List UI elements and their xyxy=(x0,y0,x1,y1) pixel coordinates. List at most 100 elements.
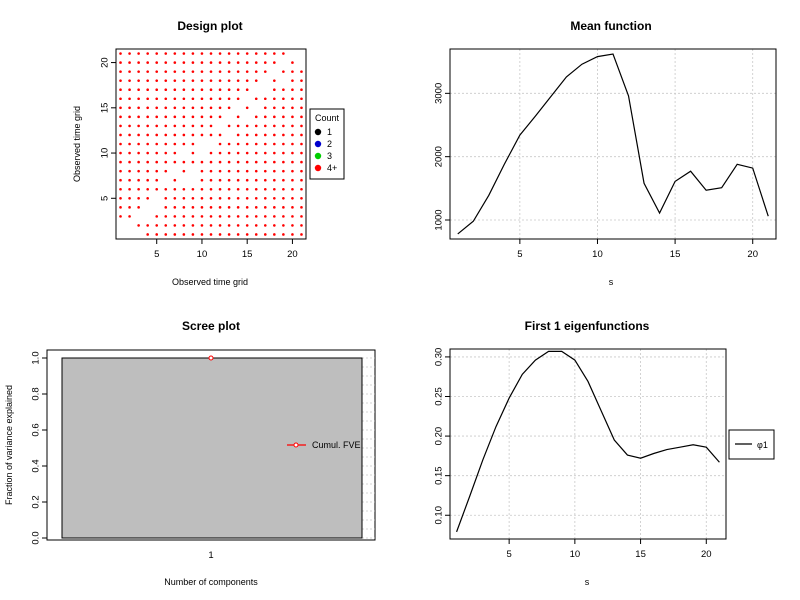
design-point xyxy=(209,106,213,110)
design-point xyxy=(137,52,140,55)
design-point xyxy=(173,115,177,119)
design-point xyxy=(137,61,140,64)
design-point xyxy=(200,169,204,173)
x-tick-label: 10 xyxy=(197,249,208,260)
design-point xyxy=(146,70,149,73)
design-point xyxy=(218,70,222,73)
design-point xyxy=(128,97,131,101)
design-point xyxy=(282,215,285,218)
design-point xyxy=(209,115,213,119)
design-point xyxy=(164,206,168,209)
design-point xyxy=(218,187,222,191)
design-point xyxy=(236,115,240,119)
design-point xyxy=(146,97,149,101)
mean-function-title: Mean function xyxy=(570,19,651,33)
design-point xyxy=(300,187,303,191)
design-point xyxy=(227,206,231,209)
design-point xyxy=(209,70,213,73)
design-point xyxy=(200,233,204,236)
design-point xyxy=(254,124,258,128)
scree-plot-title: Scree plot xyxy=(182,319,240,333)
y-tick-label: 0.15 xyxy=(433,466,444,485)
eigenfunctions-box xyxy=(449,348,727,540)
design-point xyxy=(155,79,159,82)
eigenfunction-line xyxy=(456,350,720,533)
legend-label-count-2: 2 xyxy=(327,139,332,149)
design-point xyxy=(300,79,303,82)
design-point xyxy=(137,115,140,119)
design-point xyxy=(254,52,258,55)
design-y-axis: 5 10 15 20 xyxy=(99,57,116,201)
design-point xyxy=(209,178,213,182)
design-point xyxy=(182,124,186,128)
design-point xyxy=(146,160,149,164)
eigenfunctions-panel: First 1 eigenfunctions 5 10 15 20 0.100.150… xyxy=(433,319,775,587)
design-point xyxy=(254,206,258,209)
x-tick-label: 15 xyxy=(242,249,253,260)
design-point xyxy=(236,233,240,236)
design-point xyxy=(191,215,195,218)
design-point xyxy=(273,133,276,137)
design-point xyxy=(137,160,140,164)
design-point xyxy=(218,61,222,64)
design-point xyxy=(273,61,276,64)
design-point xyxy=(300,106,303,110)
design-point xyxy=(182,133,186,137)
legend-label-count-1: 1 xyxy=(327,127,332,137)
design-point xyxy=(245,233,249,236)
mean-grid xyxy=(450,49,776,239)
design-point xyxy=(282,206,285,209)
eigen-grid xyxy=(450,349,726,539)
design-x-label: Observed time grid xyxy=(172,277,248,287)
eigenfunctions-title: First 1 eigenfunctions xyxy=(525,319,650,333)
design-point xyxy=(263,151,267,155)
design-point xyxy=(146,124,149,128)
design-point xyxy=(218,133,222,137)
design-point xyxy=(273,196,276,200)
design-point xyxy=(173,106,177,110)
design-point xyxy=(182,196,186,200)
design-y-label: Observed time grid xyxy=(72,106,82,182)
design-point xyxy=(191,187,195,191)
design-point xyxy=(119,133,122,137)
design-point xyxy=(300,206,303,209)
design-point xyxy=(119,88,122,92)
design-point xyxy=(200,206,204,209)
design-point xyxy=(209,52,213,55)
design-point xyxy=(137,206,140,209)
design-point xyxy=(173,79,177,82)
legend-marker-count-4plus xyxy=(314,164,322,172)
y-tick-label: 1000 xyxy=(433,209,444,230)
design-point xyxy=(128,196,131,200)
design-point xyxy=(155,178,159,182)
design-point xyxy=(119,151,122,155)
design-point xyxy=(128,160,131,164)
mean-function-line xyxy=(457,53,769,235)
design-point xyxy=(146,115,149,119)
design-point xyxy=(291,160,294,164)
design-point xyxy=(200,178,204,182)
design-point xyxy=(146,106,149,110)
design-point xyxy=(236,88,240,92)
x-tick-label: 15 xyxy=(635,549,646,560)
design-point xyxy=(227,151,231,155)
design-point xyxy=(128,70,131,73)
design-point xyxy=(209,79,213,82)
design-point xyxy=(263,124,267,128)
design-point xyxy=(128,133,131,137)
design-point xyxy=(182,233,186,236)
design-point xyxy=(254,224,258,227)
design-point xyxy=(236,79,240,82)
design-point xyxy=(227,196,231,200)
mean-x-label: s xyxy=(609,277,614,287)
design-point xyxy=(200,88,204,92)
eigen-legend: φ1 xyxy=(728,429,775,460)
design-point xyxy=(245,196,249,200)
design-point xyxy=(227,97,231,101)
design-point xyxy=(164,142,168,146)
design-point xyxy=(218,224,222,227)
legend-marker-count-1 xyxy=(314,128,322,136)
design-point xyxy=(263,206,267,209)
design-point xyxy=(191,97,195,101)
design-point xyxy=(282,178,285,182)
